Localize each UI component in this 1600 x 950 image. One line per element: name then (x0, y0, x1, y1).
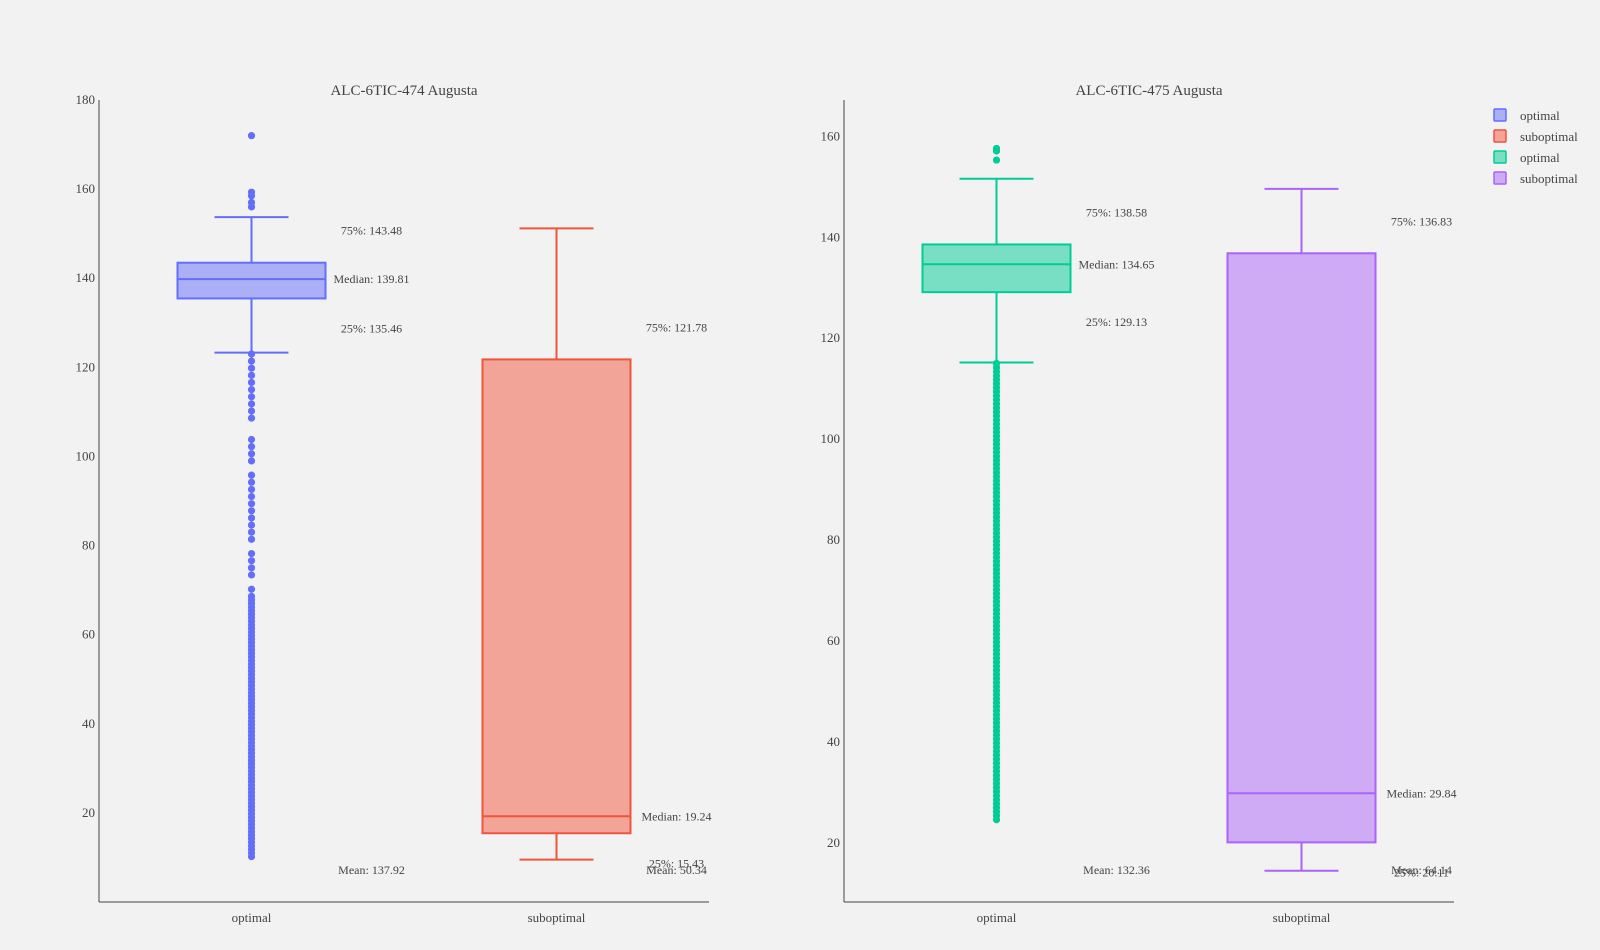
outlier-point[interactable] (247, 585, 256, 593)
iqr-box[interactable] (176, 261, 327, 300)
annotation-q1: 25%: 20.11 (1394, 865, 1449, 879)
y-tick-label: 140 (821, 229, 841, 244)
y-tick-label: 100 (76, 448, 96, 463)
outlier-point[interactable] (247, 414, 256, 422)
y-tick-label: 120 (821, 330, 841, 345)
annotation-q3: 75%: 136.83 (1391, 214, 1452, 228)
annotation-q1: 25%: 135.46 (341, 321, 402, 335)
y-tick-label: 140 (76, 270, 96, 285)
x-tick-label: suboptimal (528, 910, 586, 925)
outlier-point[interactable] (247, 557, 256, 565)
legend: optimal suboptimal optimal suboptimal (1493, 108, 1578, 186)
annotation-mean: Mean: 137.92 (338, 863, 405, 877)
outlier-point[interactable] (247, 571, 256, 579)
x-tick-label: suboptimal (1273, 910, 1331, 925)
outlier-point[interactable] (247, 371, 256, 379)
annotation-q1: 25%: 15.43 (649, 856, 704, 870)
annotation-q3: 75%: 143.48 (341, 224, 402, 238)
outlier-point[interactable] (247, 485, 256, 494)
outlier-point[interactable] (247, 443, 256, 451)
iqr-box[interactable] (481, 358, 632, 835)
y-tick-label: 60 (82, 627, 95, 642)
outlier-point[interactable] (247, 507, 256, 515)
outlier-point[interactable] (247, 852, 256, 861)
outlier-point[interactable] (247, 393, 256, 401)
outlier-point[interactable] (992, 816, 1001, 824)
annotation-median: Median: 139.81 (334, 272, 410, 286)
axes: 20 40 60 80 100 120 140 160 (821, 100, 1454, 903)
annotation-mean: Mean: 64.14 (1391, 863, 1452, 877)
outlier-point[interactable] (247, 435, 256, 444)
chart-title-right: ALC-6TIC-475 Augusta (1075, 83, 1222, 99)
outlier-point[interactable] (247, 500, 256, 508)
box-suboptimal: suboptimal 75%: 121.78 Median: 19.24 25%: 1… (481, 227, 712, 925)
annotation-median: Median: 29.84 (1387, 786, 1457, 800)
panel-right: ALC-6TIC-475 Augusta 20 40 60 80 100 120 140 16… (821, 83, 1457, 925)
y-tick-label: 160 (821, 128, 841, 143)
y-tick-label: 40 (827, 734, 840, 749)
legend-swatch-2[interactable] (1493, 150, 1507, 164)
outlier-point[interactable] (247, 386, 256, 394)
y-tick-label: 180 (76, 92, 96, 107)
outlier-point[interactable] (247, 492, 256, 501)
annotation-q3: 75%: 138.58 (1086, 205, 1147, 219)
legend-swatch-3[interactable] (1493, 171, 1507, 185)
y-tick-label: 160 (76, 181, 96, 196)
y-tick-label: 20 (82, 805, 95, 820)
outlier-point[interactable] (992, 156, 1001, 164)
outlier-point[interactable] (247, 400, 256, 408)
panel-left: ALC-6TIC-474 Augusta 20 40 60 80 100 120 140 16… (76, 83, 712, 925)
annotation-mean: Mean: 132.36 (1083, 863, 1150, 877)
y-tick-label: 100 (821, 431, 841, 446)
annotation-median: Median: 134.65 (1079, 257, 1155, 271)
outlier-point[interactable] (247, 528, 256, 536)
iqr-box[interactable] (1226, 252, 1377, 844)
y-tick-label: 80 (82, 538, 95, 553)
legend-label-1[interactable]: suboptimal (1520, 129, 1578, 144)
outlier-point[interactable] (992, 144, 1001, 153)
outlier-point[interactable] (247, 564, 256, 572)
outlier-point[interactable] (247, 471, 256, 479)
annotation-median: Median: 19.24 (642, 809, 712, 823)
x-tick-label: optimal (977, 910, 1017, 925)
annotation-mean: Mean: 50.34 (646, 863, 707, 877)
legend-label-2[interactable]: optimal (1520, 150, 1560, 165)
y-tick-label: 60 (827, 633, 840, 648)
outlier-point[interactable] (247, 364, 256, 372)
box-suboptimal: suboptimal 75%: 136.83 Median: 29.84 25%: 2… (1226, 187, 1457, 925)
axes: 20 40 60 80 100 120 140 160 180 (76, 92, 709, 903)
outlier-point[interactable] (247, 535, 256, 543)
outlier-point[interactable] (247, 357, 256, 365)
y-tick-label: 40 (82, 716, 95, 731)
legend-label-0[interactable]: optimal (1520, 108, 1560, 123)
legend-swatch-1[interactable] (1493, 129, 1507, 143)
y-tick-label: 80 (827, 532, 840, 547)
outlier-point[interactable] (247, 478, 256, 486)
annotation-q3: 75%: 121.78 (646, 320, 707, 334)
chart-title-left: ALC-6TIC-474 Augusta (330, 83, 477, 99)
annotation-q1: 25%: 129.13 (1086, 315, 1147, 329)
x-tick-label: optimal (232, 910, 272, 925)
outlier-point[interactable] (247, 521, 256, 529)
outlier-point[interactable] (247, 132, 256, 140)
legend-label-3[interactable]: suboptimal (1520, 171, 1578, 186)
outlier-point[interactable] (247, 378, 256, 387)
iqr-box[interactable] (921, 243, 1072, 294)
outlier-point[interactable] (247, 350, 256, 358)
outlier-point[interactable] (247, 407, 256, 415)
outlier-point[interactable] (247, 514, 256, 522)
box-optimal: optimal 75%: 138.58 Median: 134.65 25%: 129… (921, 144, 1155, 925)
legend-swatch-0[interactable] (1493, 108, 1507, 122)
outlier-point[interactable] (247, 450, 256, 458)
outlier-point[interactable] (247, 188, 256, 196)
y-tick-label: 20 (827, 835, 840, 850)
y-tick-label: 120 (76, 359, 96, 374)
outlier-point[interactable] (247, 457, 256, 465)
outlier-point[interactable] (247, 549, 256, 558)
outlier-point[interactable] (247, 198, 256, 207)
box-optimal: optimal 75%: 143.48 Median: 139.81 25%: 135… (176, 132, 410, 925)
